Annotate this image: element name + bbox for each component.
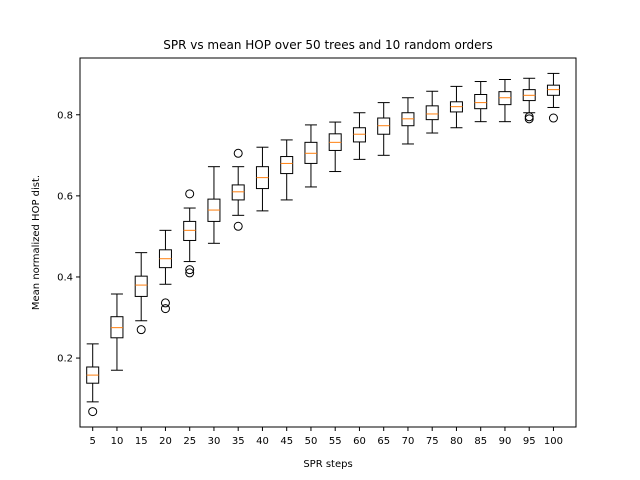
box-35 [231, 148, 245, 231]
box-60 [352, 112, 366, 160]
box-95 [522, 77, 536, 124]
y-axis: 0.2 0.4 0.6 0.8 [57, 110, 80, 365]
x-tick-label: 15 [135, 436, 148, 447]
y-tick-label: 0.6 [57, 191, 73, 202]
x-tick-label: 60 [353, 436, 366, 447]
y-tick-label: 0.8 [57, 110, 73, 121]
box-80 [449, 85, 463, 129]
chart-title: SPR vs mean HOP over 50 trees and 10 ran… [163, 38, 492, 52]
box-body [474, 93, 488, 110]
box-70 [401, 97, 415, 145]
box-55 [328, 121, 342, 173]
x-tick-label: 100 [544, 436, 563, 447]
x-tick-label: 65 [377, 436, 390, 447]
y-axis-title: Mean normalized HOP dist. [31, 175, 42, 310]
outlier-point [185, 268, 195, 278]
box-body [231, 184, 245, 201]
box-15 [134, 252, 148, 335]
plot-area [86, 72, 560, 417]
box-85 [474, 81, 488, 123]
x-tick-label: 90 [499, 436, 512, 447]
x-tick-label: 10 [111, 436, 124, 447]
outlier-point [233, 221, 243, 231]
x-tick-label: 95 [523, 436, 536, 447]
box-75 [425, 90, 439, 134]
box-body [425, 105, 439, 121]
x-tick-label: 25 [183, 436, 196, 447]
outlier-point [185, 189, 195, 199]
outlier-point [548, 113, 558, 123]
box-10 [110, 293, 124, 371]
x-axis: 5 10 15 20 25 30 35 40 45 50 55 60 65 70 75 80 85 90 95 100 [90, 427, 563, 447]
outlier-point [185, 265, 195, 275]
x-tick-label: 70 [402, 436, 415, 447]
box-30 [207, 166, 221, 244]
box-20 [158, 229, 172, 314]
box-body [183, 220, 197, 241]
x-tick-label: 50 [305, 436, 318, 447]
outlier-point [88, 407, 98, 417]
y-tick-label: 0.4 [57, 272, 73, 283]
x-tick-label: 5 [90, 436, 96, 447]
box-90 [498, 78, 512, 123]
outlier-point [524, 114, 534, 124]
outlier-point [136, 325, 146, 335]
x-tick-label: 80 [450, 436, 463, 447]
x-tick-label: 55 [329, 436, 342, 447]
box-45 [280, 139, 294, 201]
outlier-point [524, 112, 534, 122]
axes-frame [79, 57, 577, 428]
x-tick-label: 30 [208, 436, 221, 447]
x-tick-label: 85 [474, 436, 487, 447]
y-tick-label: 0.2 [57, 354, 73, 365]
x-tick-label: 20 [159, 436, 172, 447]
x-tick-label: 45 [280, 436, 293, 447]
outlier-point [233, 148, 243, 158]
x-tick-label: 40 [256, 436, 269, 447]
box-65 [377, 102, 391, 156]
x-tick-label: 35 [232, 436, 245, 447]
box-25 [183, 189, 197, 278]
box-5 [86, 343, 100, 417]
box-body [134, 275, 148, 297]
box-body [546, 84, 560, 96]
box-40 [255, 146, 269, 212]
outlier-point [160, 298, 170, 308]
box-body [280, 156, 294, 175]
box-100 [546, 72, 560, 123]
x-tick-label: 75 [426, 436, 439, 447]
box-50 [304, 124, 318, 188]
box-body [352, 127, 366, 143]
outlier-point [160, 304, 170, 314]
x-axis-title: SPR steps [303, 459, 352, 470]
